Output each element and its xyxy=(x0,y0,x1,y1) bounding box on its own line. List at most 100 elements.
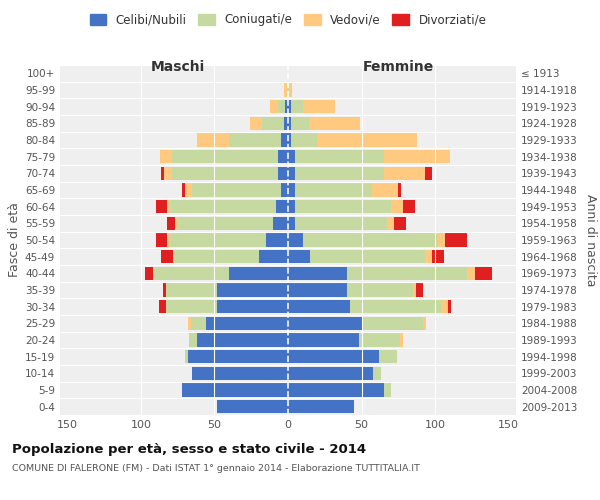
Bar xyxy=(193,366,288,380)
Bar xyxy=(259,250,288,264)
Bar xyxy=(310,250,425,264)
Bar xyxy=(383,166,425,180)
Bar xyxy=(167,216,175,230)
Bar xyxy=(303,234,438,246)
Bar xyxy=(373,366,380,380)
Bar xyxy=(158,300,166,314)
Bar xyxy=(217,400,288,413)
Bar xyxy=(288,266,347,280)
Bar xyxy=(161,250,173,264)
Bar xyxy=(188,350,288,364)
Bar xyxy=(170,234,266,246)
Bar xyxy=(295,216,386,230)
Bar xyxy=(191,316,206,330)
Bar xyxy=(445,234,467,246)
Bar xyxy=(152,266,229,280)
Bar xyxy=(164,166,172,180)
Bar xyxy=(372,184,398,196)
Bar xyxy=(281,134,288,146)
Bar xyxy=(229,266,288,280)
Bar xyxy=(182,184,185,196)
Bar xyxy=(206,316,288,330)
Bar xyxy=(155,234,167,246)
Bar xyxy=(288,200,295,213)
Bar xyxy=(289,84,292,96)
Bar xyxy=(278,166,288,180)
Bar xyxy=(441,300,448,314)
Bar xyxy=(266,234,288,246)
Bar xyxy=(182,384,288,396)
Bar xyxy=(271,100,278,114)
Bar xyxy=(295,184,372,196)
Bar xyxy=(288,116,291,130)
Bar xyxy=(448,300,451,314)
Bar xyxy=(161,166,164,180)
Bar xyxy=(394,216,406,230)
Bar xyxy=(391,200,403,213)
Bar xyxy=(438,234,445,246)
Bar xyxy=(467,266,475,280)
Bar xyxy=(273,216,288,230)
Bar xyxy=(229,134,281,146)
Bar xyxy=(383,150,450,164)
Bar xyxy=(188,316,191,330)
Bar xyxy=(350,300,441,314)
Bar xyxy=(359,334,400,346)
Bar xyxy=(295,166,383,180)
Bar xyxy=(288,184,295,196)
Bar xyxy=(288,150,295,164)
Bar xyxy=(425,250,432,264)
Bar xyxy=(288,216,295,230)
Bar xyxy=(413,284,416,296)
Bar xyxy=(172,166,278,180)
Text: Femmine: Femmine xyxy=(362,60,434,74)
Bar xyxy=(383,384,391,396)
Bar xyxy=(285,100,288,114)
Text: Popolazione per età, sesso e stato civile - 2014: Popolazione per età, sesso e stato civil… xyxy=(12,442,366,456)
Bar xyxy=(379,350,397,364)
Bar xyxy=(288,234,303,246)
Bar xyxy=(160,150,172,164)
Bar xyxy=(193,184,281,196)
Bar xyxy=(281,184,288,196)
Bar xyxy=(197,334,288,346)
Bar xyxy=(185,350,188,364)
Bar xyxy=(347,284,413,296)
Bar xyxy=(288,250,310,264)
Bar xyxy=(170,200,276,213)
Bar xyxy=(278,100,285,114)
Bar xyxy=(166,284,217,296)
Bar xyxy=(400,334,403,346)
Bar xyxy=(278,150,288,164)
Bar xyxy=(155,200,167,213)
Bar xyxy=(362,316,424,330)
Bar xyxy=(288,366,373,380)
Bar xyxy=(403,200,415,213)
Bar xyxy=(163,284,166,296)
Bar xyxy=(425,166,432,180)
Y-axis label: Anni di nascita: Anni di nascita xyxy=(584,194,597,286)
Y-axis label: Fasce di età: Fasce di età xyxy=(8,202,21,278)
Bar xyxy=(288,166,295,180)
Bar xyxy=(175,216,178,230)
Bar xyxy=(288,100,291,114)
Bar xyxy=(262,116,284,130)
Bar xyxy=(166,300,217,314)
Bar xyxy=(185,184,193,196)
Bar xyxy=(288,350,379,364)
Bar xyxy=(303,100,335,114)
Bar xyxy=(288,334,359,346)
Bar xyxy=(317,134,418,146)
Bar xyxy=(291,100,303,114)
Bar xyxy=(295,200,391,213)
Bar xyxy=(197,134,229,146)
Bar xyxy=(190,334,197,346)
Bar xyxy=(424,316,426,330)
Bar xyxy=(172,150,278,164)
Bar xyxy=(250,116,262,130)
Legend: Celibi/Nubili, Coniugati/e, Vedovi/e, Divorziati/e: Celibi/Nubili, Coniugati/e, Vedovi/e, Di… xyxy=(85,8,491,31)
Bar xyxy=(288,400,354,413)
Bar xyxy=(347,266,467,280)
Bar xyxy=(288,300,350,314)
Bar xyxy=(288,284,347,296)
